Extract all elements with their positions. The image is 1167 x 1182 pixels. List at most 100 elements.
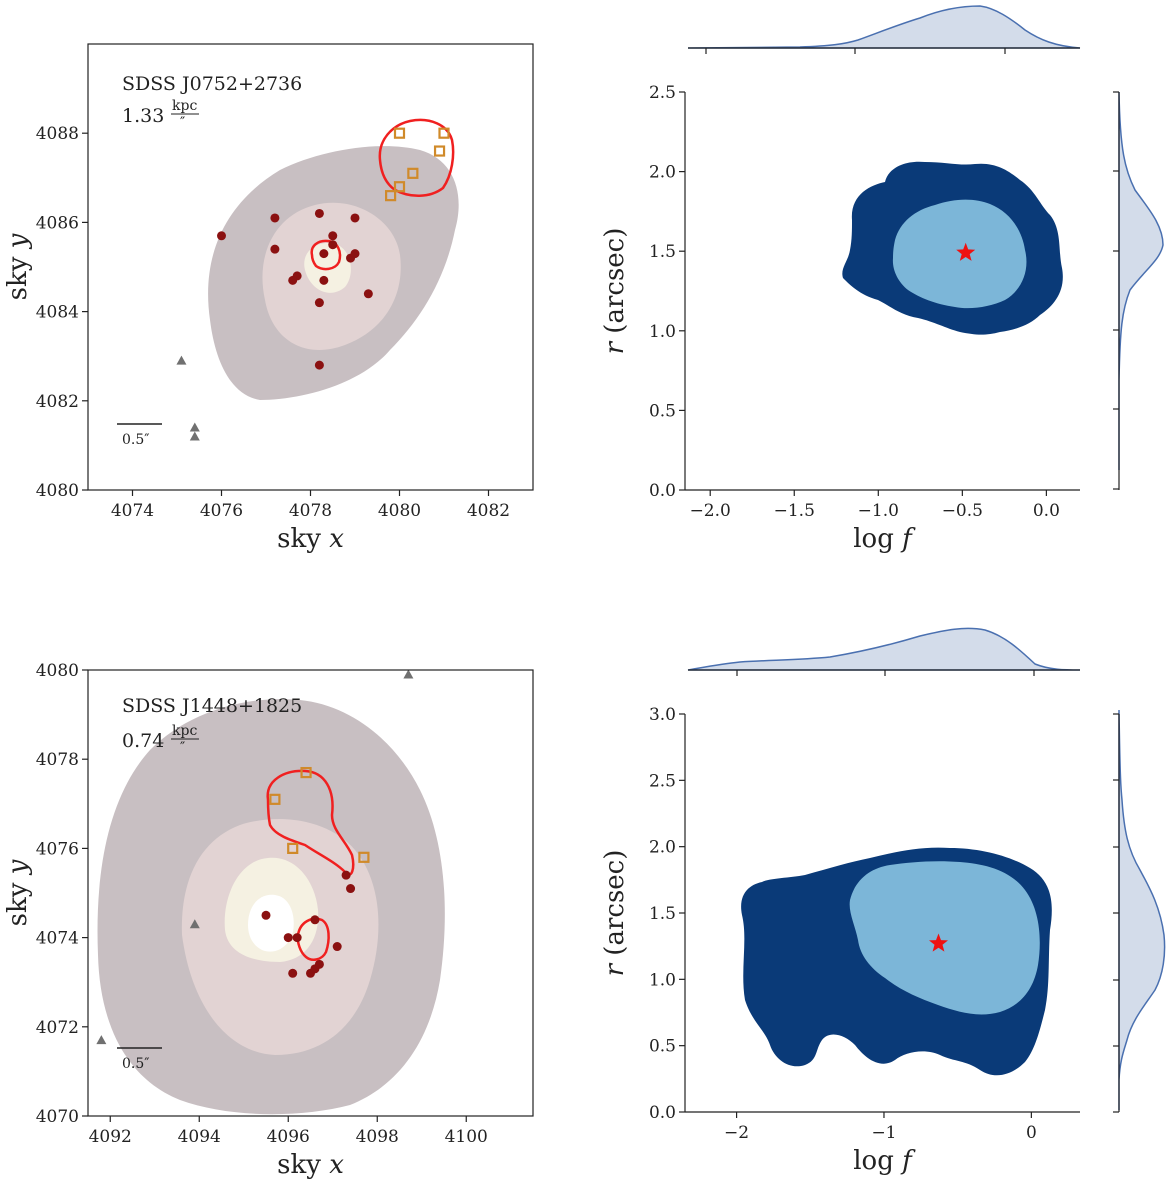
panel-posterior-j0752: −2.0 −1.5 −1.0 −0.5 0.0 0.0 0.5 1.0 1.5 2.0 2.5 log… bbox=[600, 5, 1164, 554]
x-tick-label: −1 bbox=[871, 1123, 896, 1143]
scale-unit-den: ″ bbox=[180, 115, 185, 131]
y-tick-label: 0.0 bbox=[649, 1103, 676, 1123]
y-tick-label: 2.5 bbox=[649, 771, 676, 791]
y-tick-label: 2.0 bbox=[649, 838, 676, 858]
x-tick-label: 4092 bbox=[89, 1127, 132, 1147]
triangle-marker bbox=[96, 1035, 107, 1045]
square-marker bbox=[385, 190, 397, 202]
dot-marker bbox=[314, 959, 324, 969]
x-axis-label: log f bbox=[853, 524, 916, 554]
dot-marker bbox=[270, 244, 280, 254]
dot-marker bbox=[261, 910, 271, 920]
dot-marker bbox=[314, 360, 324, 370]
x-tick-label: 4076 bbox=[200, 501, 243, 521]
triangle-marker bbox=[189, 919, 200, 929]
object-name: SDSS J1448+1825 bbox=[122, 695, 302, 717]
marginal-right-density bbox=[1118, 91, 1164, 470]
marginal-right bbox=[1118, 709, 1166, 1112]
y-tick-label: 4082 bbox=[36, 392, 79, 412]
panel-sky-j0752: 4074 4076 4078 4080 4082 4080 4082 4084 4086 4088… bbox=[3, 43, 534, 554]
y-tick-label: 4088 bbox=[36, 124, 79, 144]
square-marker bbox=[300, 766, 312, 779]
object-name: SDSS J0752+2736 bbox=[122, 73, 302, 95]
y-tick-label: 2.0 bbox=[649, 163, 676, 183]
x-tick-label: 4096 bbox=[267, 1127, 310, 1147]
marginal-top-density bbox=[687, 5, 1081, 49]
tl-axes: 4074 4076 4078 4080 4082 4080 4082 4084 4086 4088… bbox=[3, 43, 534, 554]
y-tick-label: 0.5 bbox=[649, 1037, 676, 1057]
x-tick-label: 4080 bbox=[378, 501, 421, 521]
square-marker bbox=[433, 145, 446, 157]
square-marker bbox=[393, 181, 406, 193]
x-axis-label: log f bbox=[853, 1146, 916, 1176]
dot-marker bbox=[341, 870, 351, 880]
dot-marker bbox=[283, 933, 293, 943]
contour-core bbox=[248, 894, 294, 952]
x-tick-label: 4100 bbox=[445, 1127, 488, 1147]
red-contour-small bbox=[310, 239, 342, 271]
y-tick-label: 3.0 bbox=[649, 705, 676, 725]
y-tick-label: 4086 bbox=[36, 213, 79, 233]
scale-value: 1.33 bbox=[122, 105, 164, 127]
dot-marker bbox=[350, 213, 360, 223]
y-tick-label: 1.5 bbox=[649, 242, 676, 262]
dot-marker bbox=[314, 208, 324, 218]
dot-marker bbox=[288, 275, 298, 285]
triangle-marker bbox=[189, 431, 200, 441]
y-axis-label: r (arcsec) bbox=[600, 228, 630, 355]
x-tick-label: 4082 bbox=[467, 501, 510, 521]
x-tick-label: 4094 bbox=[178, 1127, 221, 1147]
square-marker bbox=[358, 851, 370, 863]
y-tick-label: 1.0 bbox=[649, 970, 676, 990]
x-tick-label: −0.5 bbox=[942, 501, 983, 521]
dot-marker bbox=[328, 231, 338, 241]
scale-unit-num: kpc bbox=[172, 723, 197, 739]
posterior-contour-inner bbox=[849, 861, 1040, 1015]
best-fit-star bbox=[956, 242, 976, 261]
x-tick-label: −1.0 bbox=[858, 501, 899, 521]
scale-bar: 0.5″ bbox=[117, 423, 162, 448]
marginal-right-density bbox=[1118, 709, 1166, 1110]
square-marker bbox=[287, 842, 299, 855]
dot-marker bbox=[217, 231, 226, 241]
scale-unit-den: ″ bbox=[180, 740, 185, 756]
y-tick-label: 1.0 bbox=[649, 322, 676, 342]
triangle-marker bbox=[176, 355, 187, 365]
x-tick-label: −2.0 bbox=[690, 501, 731, 521]
tl-marks bbox=[176, 127, 450, 441]
x-tick-label: 0 bbox=[1026, 1123, 1037, 1143]
square-marker bbox=[269, 793, 281, 805]
square-marker bbox=[393, 127, 406, 139]
dot-marker bbox=[332, 942, 342, 952]
dot-marker bbox=[363, 289, 373, 299]
dot-marker bbox=[292, 933, 302, 943]
x-tick-label: 4074 bbox=[111, 501, 154, 521]
dot-marker bbox=[314, 298, 324, 308]
y-tick-label: 1.5 bbox=[649, 904, 676, 924]
red-contours bbox=[310, 118, 455, 271]
panel-sky-j1448: 4092 4094 4096 4098 4100 4070 4072 4074 4076 4078… bbox=[3, 661, 534, 1180]
marginal-top bbox=[687, 5, 1081, 49]
posterior-contour-inner bbox=[892, 199, 1027, 309]
best-fit-star bbox=[929, 933, 948, 952]
y-tick-label: 4078 bbox=[36, 750, 79, 770]
y-tick-label: 0.5 bbox=[649, 401, 676, 421]
y-tick-label: 4080 bbox=[36, 481, 79, 501]
dot-marker bbox=[346, 884, 356, 894]
panel-posterior-j1448: −2 −1 0 0.0 0.5 1.0 1.5 2.0 2.5 3.0 log f r (arcsec… bbox=[600, 627, 1166, 1176]
bl-marks bbox=[96, 669, 414, 1045]
x-axis-label: sky x bbox=[277, 524, 344, 554]
br-star-group bbox=[929, 933, 948, 952]
y-tick-label: 4070 bbox=[36, 1107, 79, 1127]
y-axis-label: sky y bbox=[3, 233, 33, 300]
y-tick-label: 2.5 bbox=[649, 83, 676, 103]
dot-marker bbox=[328, 240, 338, 250]
bl-axes: 4092 4094 4096 4098 4100 4070 4072 4074 4076 4078… bbox=[3, 661, 534, 1180]
marginal-top bbox=[687, 627, 1081, 671]
y-tick-label: 4074 bbox=[36, 929, 79, 949]
y-tick-label: 4084 bbox=[36, 303, 79, 323]
annotation: SDSS J1448+1825 0.74 kpc ″ bbox=[122, 695, 302, 756]
tr-star-group bbox=[956, 242, 976, 261]
annotation: SDSS J0752+2736 1.33 kpc ″ bbox=[122, 73, 302, 131]
x-tick-label: 4098 bbox=[356, 1127, 399, 1147]
